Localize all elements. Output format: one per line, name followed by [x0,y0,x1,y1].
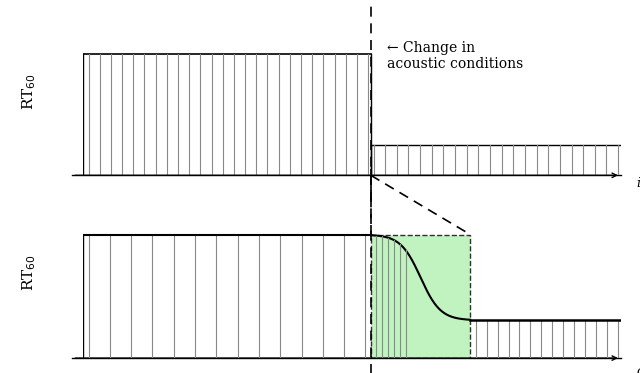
Text: RT$_{60}$: RT$_{60}$ [20,73,38,110]
Text: ← Change in
acoustic conditions: ← Change in acoustic conditions [387,41,523,71]
Bar [371,235,470,358]
Text: output time: output time [637,365,640,373]
Text: RT$_{60}$: RT$_{60}$ [20,254,38,291]
Text: input time: input time [637,177,640,190]
